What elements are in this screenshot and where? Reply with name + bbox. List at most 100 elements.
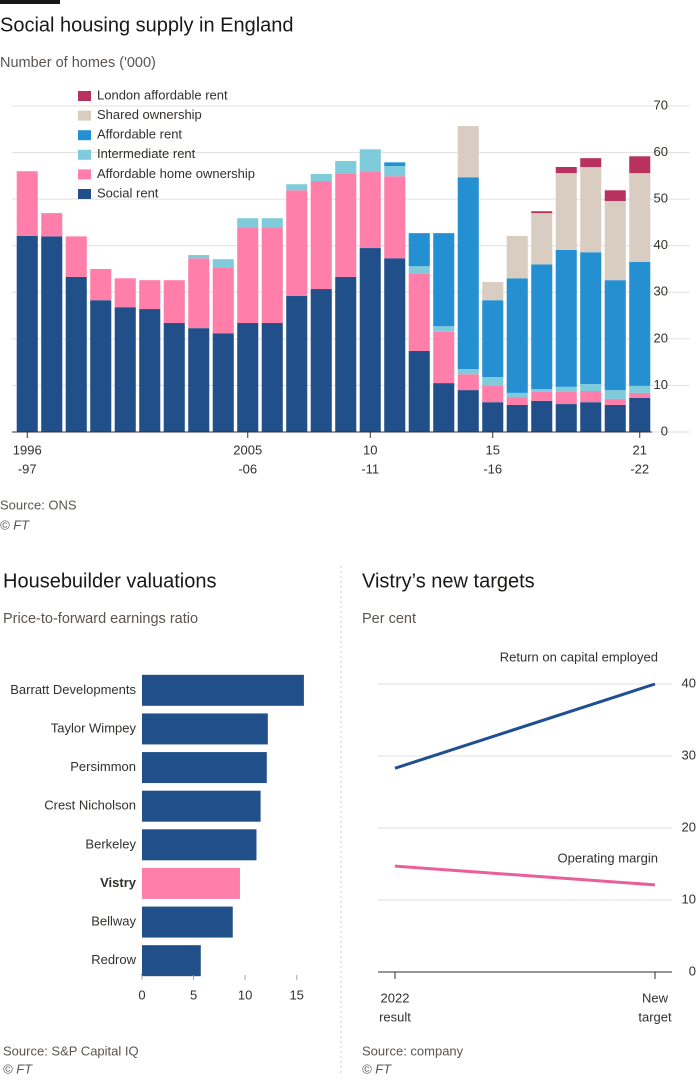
x-tick-label: -97: [18, 461, 37, 476]
x-tick-label: 5: [190, 987, 197, 1002]
bar-segment: [604, 190, 626, 202]
bar-segment: [90, 300, 112, 432]
y-tick-label: 0: [689, 963, 696, 978]
bar-segment: [114, 307, 136, 432]
x-tick-label: target: [638, 1009, 672, 1024]
bar-segment: [506, 404, 528, 432]
chart-subtitle: Price-to-forward earnings ratio: [3, 611, 198, 627]
source: Source: ONS: [0, 497, 77, 512]
y-tick-label: 50: [654, 191, 668, 206]
y-tick-label: Barratt Developments: [10, 682, 136, 697]
y-tick-label: 70: [654, 97, 668, 112]
bar-segment: [457, 390, 479, 432]
bar-segment: [580, 402, 602, 432]
x-tick-label: 21: [633, 442, 647, 457]
bar-segment: [580, 158, 602, 168]
x-tick-label: result: [379, 1009, 411, 1024]
x-tick-label: 2005: [233, 442, 262, 457]
bar-segment: [384, 258, 406, 432]
bar-segment: [580, 391, 602, 403]
y-tick-label: 30: [682, 747, 696, 762]
series-label: Return on capital employed: [500, 649, 658, 664]
bar-segment: [604, 398, 626, 405]
bar-segment: [506, 235, 528, 279]
bar-segment: [482, 402, 504, 432]
bar-segment: [629, 392, 651, 399]
bar-segment: [555, 173, 577, 250]
y-tick-label: 40: [682, 675, 696, 690]
bar-segment: [237, 218, 259, 229]
bar-segment: [482, 282, 504, 301]
y-tick-label: Redrow: [91, 952, 136, 967]
legend-label: Shared ownership: [97, 107, 202, 122]
bar-segment: [531, 389, 553, 392]
x-tick-label: -22: [630, 461, 649, 476]
bar-segment: [506, 397, 528, 405]
legend-label: London affordable rent: [97, 87, 228, 102]
bar-segment: [237, 323, 259, 432]
series-label: Operating margin: [558, 850, 658, 865]
legend-swatch: [78, 130, 91, 141]
bar-segment: [384, 162, 406, 167]
source: Source: company: [362, 1043, 464, 1058]
line: [394, 682, 656, 770]
bar-segment: [359, 171, 381, 249]
bar-segment: [41, 236, 63, 432]
source: Source: S&P Capital IQ: [3, 1043, 139, 1058]
y-tick-label: 0: [661, 423, 668, 438]
x-tick-label: 2022: [381, 990, 410, 1005]
bar-segment: [531, 211, 553, 214]
x-tick-label: 15: [486, 442, 500, 457]
x-tick-label: New: [642, 990, 669, 1005]
bar-segment: [555, 249, 577, 387]
bar-segment: [261, 218, 283, 229]
legend-label: Social rent: [97, 185, 159, 200]
y-tick-label: Vistry: [100, 875, 137, 890]
legend-swatch: [78, 91, 91, 101]
bar-segment: [629, 262, 651, 386]
y-tick-label: Bellway: [91, 914, 136, 929]
bar-segment: [604, 201, 626, 281]
bar-segment: [604, 390, 626, 399]
bar-segment: [408, 233, 430, 267]
bar-segment: [555, 386, 577, 392]
bar-segment: [139, 309, 161, 432]
y-tick-label: 20: [654, 330, 668, 345]
bar-segment: [604, 404, 626, 432]
bar-segment: [433, 331, 455, 384]
bar-segment: [286, 190, 308, 297]
y-tick-label: Crest Nicholson: [44, 798, 136, 813]
bar-segment: [359, 149, 381, 172]
bar-segment: [457, 369, 479, 375]
legend-label: Intermediate rent: [97, 146, 196, 161]
bar-segment: [335, 160, 357, 174]
bar-segment: [310, 180, 332, 290]
x-tick-label: -06: [238, 461, 257, 476]
bar-segment: [188, 255, 210, 259]
bar-segment: [359, 248, 381, 432]
bar-segment: [555, 167, 577, 174]
bar: [142, 867, 240, 899]
bar-segment: [629, 156, 651, 174]
bar-segment: [114, 278, 136, 308]
bar-segment: [580, 167, 602, 253]
bar-segment: [506, 278, 528, 393]
bar-segment: [261, 228, 283, 324]
credit: © FT: [3, 1061, 33, 1076]
bar-segment: [433, 233, 455, 327]
chart-subtitle: Per cent: [362, 611, 416, 627]
legend-swatch: [78, 169, 91, 180]
y-tick-label: 10: [682, 891, 696, 906]
y-tick-label: 60: [654, 144, 668, 159]
bar-segment: [457, 177, 479, 370]
bar-segment: [335, 276, 357, 432]
x-tick-label: 0: [138, 987, 145, 1002]
bar-segment: [212, 333, 234, 432]
bar-segment: [188, 258, 210, 329]
chart-title: Housebuilder valuations: [3, 570, 216, 592]
chart-title: Social housing supply in England: [0, 14, 294, 36]
credit: © FT: [362, 1061, 392, 1076]
bar-segment: [286, 184, 308, 191]
bar-segment: [237, 228, 259, 324]
chart-title: Vistry’s new targets: [362, 570, 535, 592]
